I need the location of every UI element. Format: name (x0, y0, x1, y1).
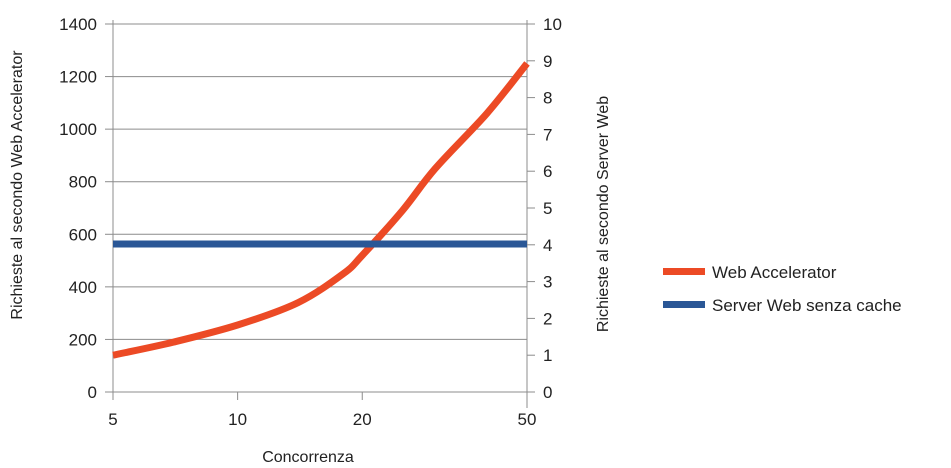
legend-swatch-web-accelerator (663, 268, 705, 275)
legend-label-web-accelerator: Web Accelerator (712, 263, 837, 282)
grid (113, 23, 527, 340)
axes (112, 20, 528, 408)
y-right-tick-label-0: 0 (543, 383, 552, 402)
y-right-tick-label-7: 7 (543, 125, 552, 144)
series-lines (112, 61, 530, 359)
y-axis-left-ticks: 0 200 400 600 800 1000 1200 1400 (59, 15, 113, 402)
series-line-web-accelerator (112, 61, 530, 359)
legend-label-server-web: Server Web senza cache (712, 296, 902, 315)
x-tick-label-5: 5 (108, 410, 117, 429)
y-right-tick-label-8: 8 (543, 89, 552, 108)
y-left-tick-label-1000: 1000 (59, 120, 97, 139)
x-tick-label-20: 20 (353, 410, 372, 429)
legend: Web Accelerator Server Web senza cache (663, 263, 902, 315)
x-tick-label-10: 10 (228, 410, 247, 429)
y-right-tick-label-10: 10 (543, 15, 562, 34)
y-right-tick-label-2: 2 (543, 309, 552, 328)
y-left-tick-label-400: 400 (69, 278, 97, 297)
y-left-tick-label-600: 600 (69, 225, 97, 244)
y-right-tick-label-5: 5 (543, 199, 552, 218)
y-right-tick-label-3: 3 (543, 273, 552, 292)
y-right-tick-label-1: 1 (543, 346, 552, 365)
legend-swatch-server-web (663, 301, 705, 308)
x-tick-label-50: 50 (518, 410, 537, 429)
y-axis-right-ticks: 0 1 2 3 4 5 6 7 8 9 10 (527, 15, 562, 402)
y-right-tick-label-9: 9 (543, 52, 552, 71)
x-axis-ticks: 5 10 20 50 (108, 392, 536, 429)
y-left-tick-label-0: 0 (88, 383, 97, 402)
y-right-tick-label-4: 4 (543, 236, 552, 255)
y-left-tick-label-200: 200 (69, 330, 97, 349)
y-right-tick-label-6: 6 (543, 162, 552, 181)
y-left-tick-label-800: 800 (69, 173, 97, 192)
y-axis-left-title: Richieste al secondo Web Accelerator (9, 50, 26, 320)
y-left-tick-label-1400: 1400 (59, 15, 97, 34)
y-left-tick-label-1200: 1200 (59, 68, 97, 87)
x-axis-title: Concorrenza (262, 449, 354, 466)
y-axis-right-title: Richieste al secondo Server Web (595, 96, 612, 332)
